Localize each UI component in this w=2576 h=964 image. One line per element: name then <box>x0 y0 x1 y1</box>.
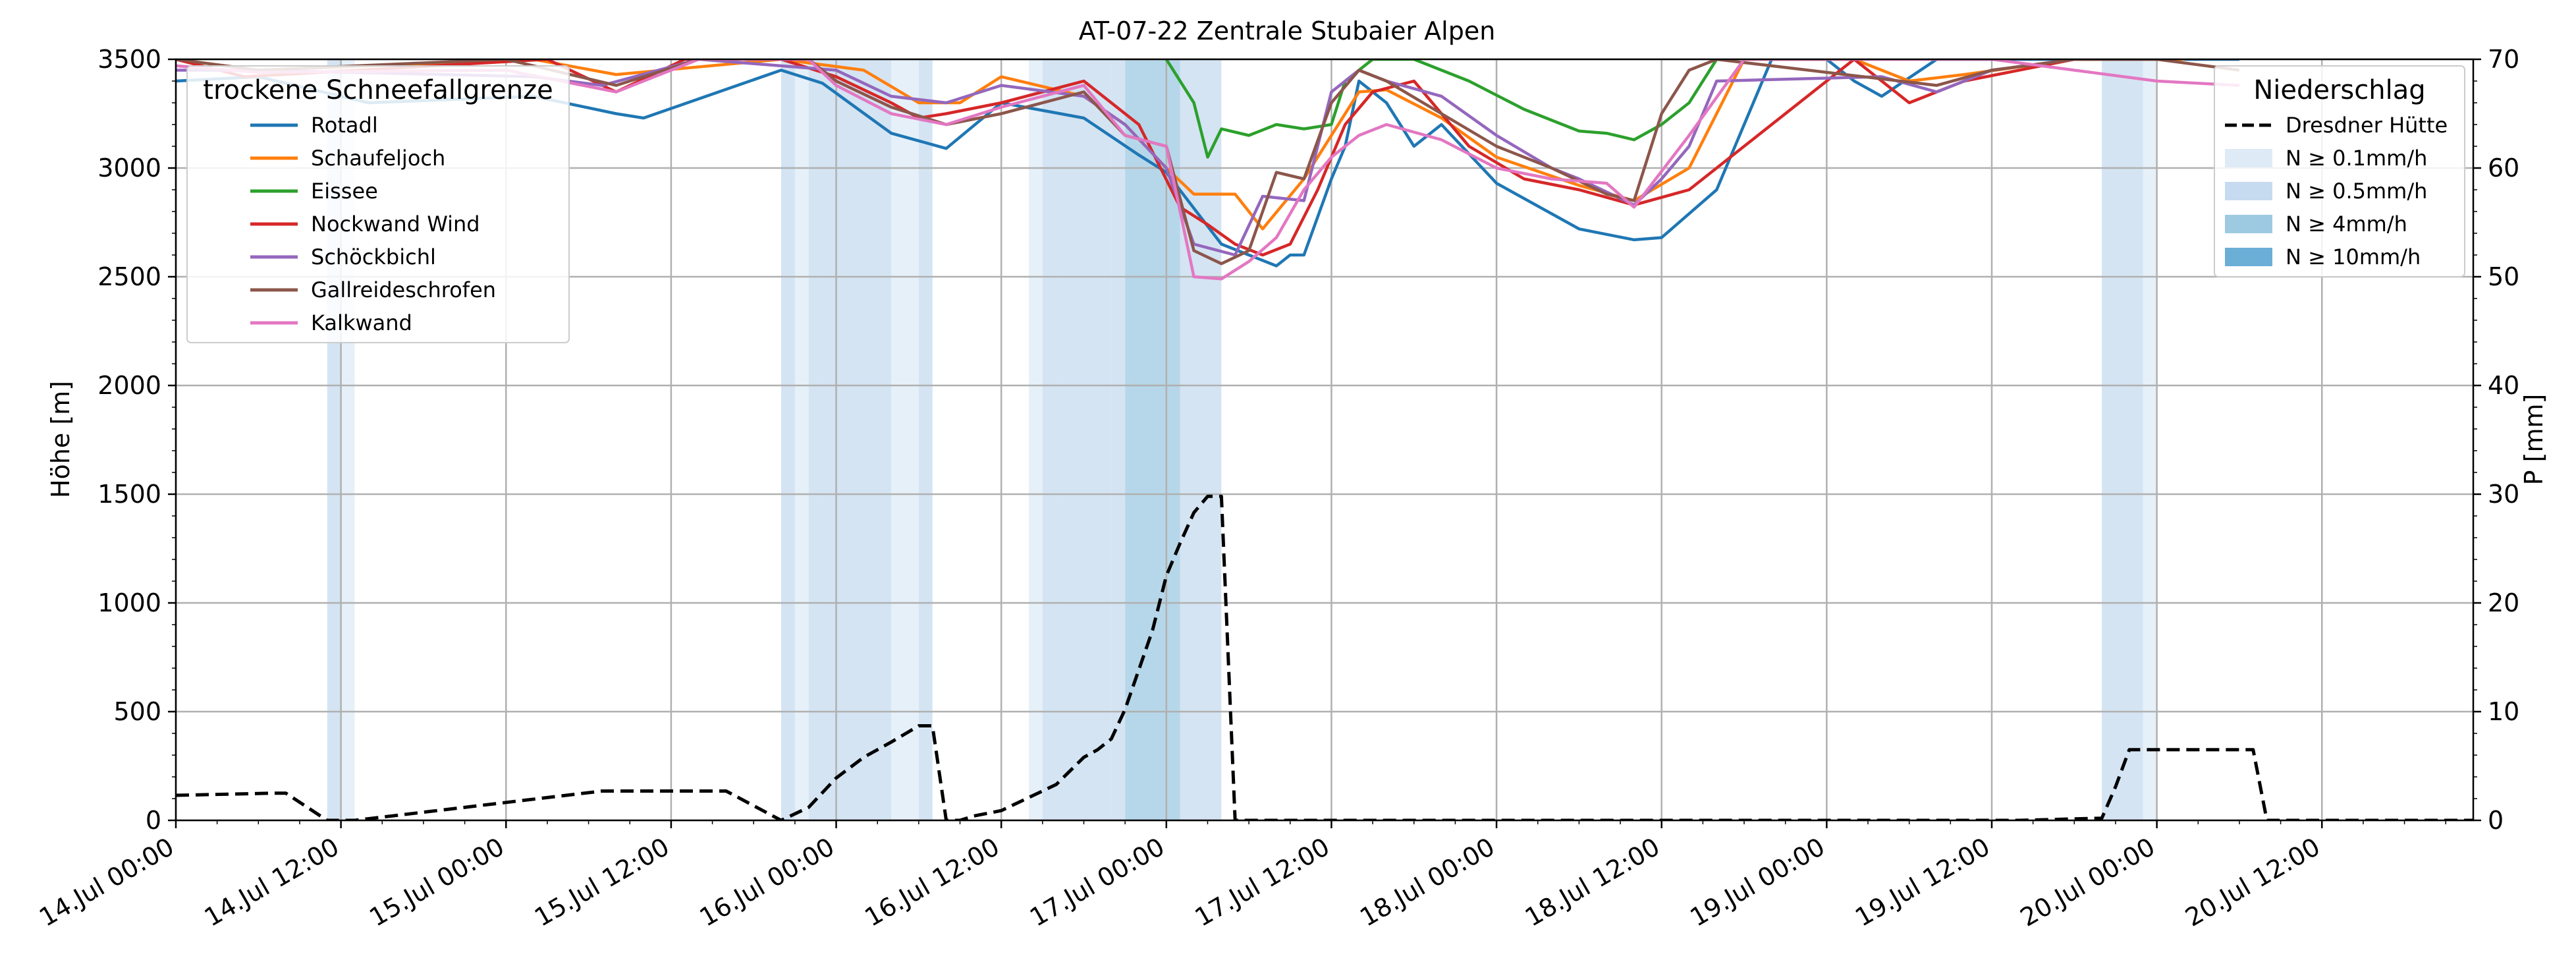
legend-right-title: Niederschlag <box>2253 75 2425 105</box>
legend-snowfall-limit: trockene Schneefallgrenze Rotadl Schaufel… <box>186 65 570 343</box>
series-line-gallreideschrofen <box>176 59 2240 266</box>
y-tick-label: 2500 <box>97 262 161 291</box>
x-tick-label: 17.Jul 12:00 <box>1190 832 1334 932</box>
precip-line-dresdner-huette <box>176 494 2473 820</box>
y-tick-label: 1000 <box>97 588 161 617</box>
x-tick-label: 15.Jul 12:00 <box>530 832 674 932</box>
legend-item-label: Eissee <box>311 179 378 204</box>
precipitation-line <box>176 494 2473 820</box>
chart-title: AT-07-22 Zentrale Stubaier Alpen <box>1079 16 1496 45</box>
legend-band-label: N ≥ 4mm/h <box>2286 212 2407 237</box>
y2-tick-label: 0 <box>2488 806 2504 835</box>
precipitation-bands <box>327 59 2157 820</box>
precip-band <box>1111 59 1126 820</box>
legend-precipitation: Niederschlag Dresdner Hütte N ≥ 0.1mm/h N… <box>2214 65 2465 277</box>
precip-band <box>1042 59 1056 820</box>
precip-band <box>781 59 795 820</box>
y2-tick-label: 70 <box>2488 45 2519 74</box>
x-tick-label: 14.Jul 12:00 <box>200 832 344 932</box>
legend-line-label: Dresdner Hütte <box>2286 113 2448 138</box>
x-tick-label: 20.Jul 12:00 <box>2180 832 2324 932</box>
series-line-sch-ckbichl <box>176 59 2075 257</box>
y-tick-label: 2000 <box>97 371 161 400</box>
y-tick-label: 3000 <box>97 154 161 183</box>
precip-band <box>808 59 823 820</box>
precip-band <box>2143 59 2157 820</box>
precip-band <box>794 59 809 820</box>
legend-band-swatch <box>2225 182 2272 200</box>
x-axis-ticks: 14.Jul 00:00 14.Jul 12:00 15.Jul 00:00 15.J… <box>34 820 2446 932</box>
y-axis-ticks: 0 500 1000 1500 2000 2500 3000 3500 <box>97 45 176 835</box>
legend-item-label: Schöckbichl <box>311 244 436 269</box>
y2-tick-label: 10 <box>2488 697 2519 726</box>
legend-band-label: N ≥ 0.1mm/h <box>2286 146 2427 171</box>
x-tick-label: 20.Jul 00:00 <box>2015 832 2160 932</box>
y-tick-label: 500 <box>113 697 161 726</box>
precip-band <box>822 59 892 820</box>
plot-frame <box>175 58 2475 822</box>
y-axis-label: Höhe [m] <box>46 381 75 498</box>
y-tick-label: 1500 <box>97 480 161 509</box>
legend-band-swatch <box>2225 215 2272 233</box>
y2-tick-label: 50 <box>2488 262 2519 291</box>
x-tick-label: 16.Jul 00:00 <box>695 832 839 932</box>
legend-band-label: N ≥ 0.5mm/h <box>2286 179 2427 204</box>
legend-band-swatch <box>2225 248 2272 266</box>
legend-item-label: Kalkwand <box>311 310 412 335</box>
series-line-eissee <box>1165 59 1718 159</box>
precip-band <box>1056 59 1112 820</box>
precip-band <box>1180 59 1222 820</box>
legend-item-label: Nockwand Wind <box>311 212 480 237</box>
x-tick-label: 19.Jul 00:00 <box>1685 832 1830 932</box>
precip-band <box>1028 59 1043 820</box>
precip-band <box>2102 59 2143 820</box>
x-tick-label: 17.Jul 00:00 <box>1025 832 1169 932</box>
y-tick-label: 3500 <box>97 45 161 74</box>
series-line-kalkwand <box>176 59 2240 281</box>
x-tick-label: 18.Jul 00:00 <box>1355 832 1499 932</box>
series-lines <box>176 59 2240 281</box>
legend-item-label: Rotadl <box>311 113 378 138</box>
precip-band <box>891 59 919 820</box>
y2-axis-label: P [mm] <box>2519 394 2548 486</box>
legend-band-swatch <box>2225 149 2272 167</box>
y2-tick-label: 30 <box>2488 480 2519 509</box>
series-line-nockwand-wind <box>176 59 2075 257</box>
y2-axis-ticks: 0 10 20 30 40 50 60 70 <box>2473 45 2519 835</box>
legend-left-title: trockene Schneefallgrenze <box>203 75 553 105</box>
legend-item-label: Schaufeljoch <box>311 146 445 171</box>
x-tick-label: 18.Jul 12:00 <box>1520 832 1664 932</box>
x-tick-label: 14.Jul 00:00 <box>34 832 178 932</box>
y2-tick-label: 60 <box>2488 154 2519 183</box>
x-tick-label: 16.Jul 12:00 <box>860 832 1004 932</box>
x-tick-label: 15.Jul 00:00 <box>364 832 508 932</box>
y-tick-label: 0 <box>146 806 161 835</box>
legend-item-label: Gallreideschrofen <box>311 277 496 302</box>
x-tick-label: 19.Jul 12:00 <box>1850 832 1994 932</box>
y2-tick-label: 40 <box>2488 371 2519 400</box>
precip-band <box>918 59 933 820</box>
series-line-schaufeljoch <box>176 59 2185 231</box>
legend-band-label: N ≥ 10mm/h <box>2286 244 2421 269</box>
y2-tick-label: 20 <box>2488 588 2519 617</box>
